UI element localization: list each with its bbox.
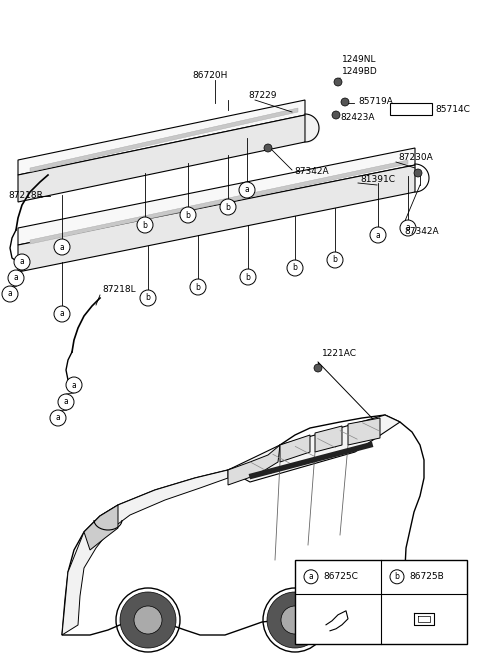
Text: 86725C: 86725C [323,572,358,581]
Circle shape [137,217,153,233]
Text: b: b [333,255,337,264]
Text: a: a [245,186,250,194]
Polygon shape [348,418,380,445]
Circle shape [134,606,162,634]
Circle shape [239,182,255,198]
Circle shape [390,570,404,584]
Polygon shape [280,435,310,462]
Circle shape [54,306,70,322]
Circle shape [264,144,272,152]
Text: 86725B: 86725B [409,572,444,581]
Circle shape [190,279,206,295]
Circle shape [314,364,322,372]
Text: 87229: 87229 [248,91,276,100]
Circle shape [50,410,66,426]
Polygon shape [84,505,118,550]
Circle shape [341,98,349,106]
Polygon shape [18,148,415,245]
Text: b: b [293,264,298,272]
Circle shape [14,254,30,270]
Text: a: a [13,274,18,283]
Text: 87218R: 87218R [8,190,43,199]
Circle shape [370,227,386,243]
Circle shape [332,111,340,119]
Text: 87342A: 87342A [294,167,329,176]
Text: a: a [64,398,68,407]
Circle shape [66,377,82,393]
Text: a: a [8,289,12,298]
Text: 81391C: 81391C [360,176,395,184]
Text: a: a [309,572,313,581]
Text: a: a [72,380,76,390]
Polygon shape [228,445,280,485]
Text: b: b [186,211,191,220]
Text: 1221AC: 1221AC [322,350,357,358]
Text: b: b [145,293,150,302]
Text: b: b [246,272,251,281]
Circle shape [327,252,343,268]
Circle shape [281,606,309,634]
Circle shape [58,394,74,410]
Polygon shape [62,470,228,635]
Polygon shape [228,415,400,482]
Polygon shape [30,108,298,172]
Circle shape [414,169,422,177]
Bar [390,103,432,115]
Text: 85714C: 85714C [435,104,470,113]
Polygon shape [18,100,305,175]
Text: 87342A: 87342A [404,228,439,237]
Circle shape [54,239,70,255]
Circle shape [334,78,342,86]
Text: b: b [226,203,230,211]
Text: a: a [60,310,64,319]
Circle shape [304,570,318,584]
Text: a: a [60,243,64,251]
Text: a: a [56,413,60,422]
Circle shape [240,269,256,285]
Text: a: a [20,258,24,266]
Polygon shape [315,426,342,452]
Circle shape [400,220,416,236]
Text: a: a [406,224,410,232]
Text: 87218L: 87218L [102,285,136,295]
Polygon shape [18,115,305,202]
Text: b: b [195,283,201,291]
Bar [295,560,467,644]
Circle shape [140,290,156,306]
Polygon shape [30,160,408,244]
Text: 82423A: 82423A [340,112,374,121]
Polygon shape [62,415,424,635]
Circle shape [120,592,176,648]
Text: 85719A: 85719A [358,96,393,106]
Circle shape [267,592,323,648]
Text: 1249BD: 1249BD [342,68,378,77]
Text: b: b [143,220,147,230]
Circle shape [180,207,196,223]
Circle shape [8,270,24,286]
Text: 1249NL: 1249NL [342,56,376,64]
Circle shape [220,199,236,215]
Circle shape [2,286,18,302]
Text: 87230A: 87230A [398,154,433,163]
Text: a: a [376,230,380,239]
Text: 86720H: 86720H [192,72,228,81]
Polygon shape [18,165,415,272]
Circle shape [287,260,303,276]
Text: b: b [395,572,399,581]
